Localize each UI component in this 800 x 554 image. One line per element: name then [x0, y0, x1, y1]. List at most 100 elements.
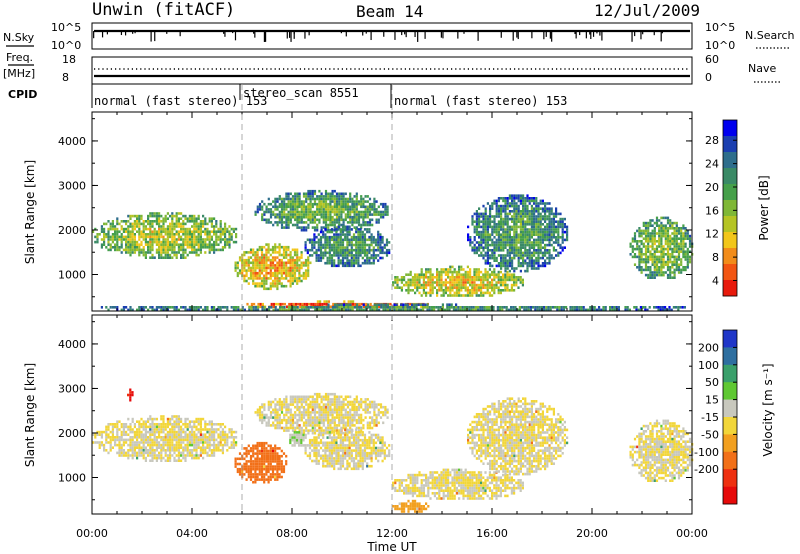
- echo-cell: [480, 230, 483, 234]
- echo-cell: [500, 207, 503, 210]
- echo-cell: [513, 225, 516, 229]
- echo-cell: [400, 289, 403, 292]
- echo-cell: [495, 233, 498, 236]
- echo-cell: [224, 233, 227, 236]
- echo-cell: [688, 250, 692, 253]
- echo-cell: [298, 226, 301, 229]
- echo-cell: [467, 225, 470, 229]
- echo-cell: [127, 425, 130, 429]
- echo-cell: [446, 308, 449, 312]
- echo-cell: [447, 286, 450, 289]
- echo-cell: [166, 417, 169, 421]
- echo-cell: [348, 243, 351, 247]
- echo-cell: [298, 264, 301, 267]
- echo-cell: [254, 308, 257, 312]
- echo-cell: [307, 205, 310, 209]
- echo-cell: [206, 243, 209, 246]
- echo-cell: [366, 251, 369, 255]
- echo-cell: [175, 449, 178, 452]
- echo-cell: [528, 241, 531, 244]
- echo-cell: [550, 212, 553, 216]
- echo-cell: [546, 238, 549, 242]
- echo-cell: [111, 425, 114, 429]
- echo-cell: [298, 202, 301, 206]
- echo-cell: [243, 277, 246, 280]
- echo-cell: [278, 277, 281, 280]
- echo-cell: [140, 446, 143, 449]
- echo-cell: [291, 269, 294, 272]
- echo-cell: [94, 235, 97, 239]
- echo-cell: [673, 271, 676, 274]
- echo-cell: [276, 205, 279, 209]
- echo-cell: [366, 228, 369, 231]
- echo-cell: [482, 225, 485, 229]
- echo-cell: [269, 208, 273, 211]
- echo-cell: [142, 225, 145, 228]
- echo-cell: [195, 227, 198, 231]
- echo-cell: [344, 218, 347, 222]
- echo-cell: [151, 235, 154, 239]
- echo-cell: [330, 228, 334, 231]
- echo-cell: [640, 247, 643, 251]
- echo-cell: [138, 230, 141, 233]
- echo-cell: [669, 276, 672, 279]
- echo-cell: [171, 433, 174, 436]
- echo-cell: [186, 230, 189, 233]
- echo-cell: [160, 443, 163, 447]
- echo-cell: [293, 261, 297, 265]
- echo-cell: [127, 451, 130, 455]
- echo-cell: [100, 430, 103, 434]
- echo-cell: [254, 274, 257, 278]
- echo-cell: [383, 251, 386, 255]
- echo-cell: [485, 308, 488, 312]
- echo-cell: [360, 200, 363, 203]
- echo-cell: [379, 246, 382, 249]
- echo-cell: [293, 258, 297, 262]
- echo-cell: [267, 197, 270, 201]
- echo-cell: [528, 223, 531, 226]
- echo-cell: [346, 225, 349, 229]
- echo-cell: [361, 248, 364, 252]
- echo-cell: [417, 303, 420, 306]
- echo-cell: [460, 283, 463, 287]
- echo-cell: [433, 308, 436, 312]
- echo-cell: [175, 253, 178, 257]
- echo-cell: [276, 308, 279, 312]
- echo-cell: [366, 259, 369, 262]
- echo-cell: [180, 433, 183, 436]
- echo-cell: [662, 232, 665, 235]
- echo-cell: [280, 210, 284, 214]
- echo-cell: [175, 415, 178, 418]
- echo-cell: [528, 243, 531, 247]
- echo-cell: [653, 266, 656, 269]
- echo-cell: [533, 207, 536, 210]
- echo-cell: [265, 208, 268, 211]
- echo-cell: [122, 227, 125, 231]
- echo-cell: [497, 289, 500, 292]
- echo-cell: [658, 271, 661, 274]
- echo-cell: [153, 238, 156, 241]
- echo-cell: [502, 210, 505, 213]
- echo-cell: [350, 241, 353, 244]
- echo-cell: [248, 306, 251, 309]
- echo-cell: [350, 248, 353, 252]
- echo-cell: [208, 235, 211, 239]
- echo-cell: [673, 227, 676, 230]
- echo-cell: [413, 306, 416, 309]
- echo-cell: [682, 232, 685, 235]
- echo-cell: [235, 233, 238, 236]
- echo-cell: [475, 283, 478, 287]
- echo-cell: [522, 238, 525, 242]
- echo-cell: [263, 282, 266, 285]
- echo-cell: [677, 227, 681, 230]
- echo-cell: [484, 251, 487, 255]
- echo-cell: [337, 225, 340, 229]
- echo-cell: [180, 243, 183, 246]
- echo-cell: [265, 243, 268, 246]
- echo-cell: [368, 246, 371, 249]
- echo-cell: [219, 308, 222, 312]
- echo-cell: [565, 306, 568, 309]
- echo-cell: [658, 232, 661, 235]
- echo-cell: [232, 306, 235, 309]
- echo-cell: [501, 306, 504, 309]
